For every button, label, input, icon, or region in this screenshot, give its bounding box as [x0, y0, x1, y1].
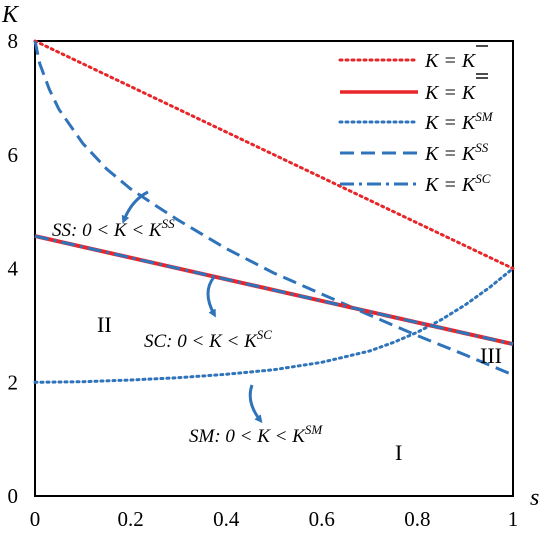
- region-label-i: I: [395, 440, 402, 465]
- series-line: [34, 234, 514, 346]
- annotation-sc: SC: 0 < K < KSC: [144, 327, 272, 352]
- series-line: [33, 267, 515, 384]
- annotation-ss: SS: 0 < K < KSS: [52, 216, 175, 241]
- sc-arrow: [206, 276, 216, 318]
- y-tick-label: 4: [8, 257, 19, 281]
- x-tick-label: 0.2: [117, 507, 143, 531]
- series-line: [33, 40, 514, 377]
- y-tick-label: 6: [8, 143, 19, 167]
- y-tick-label: 8: [8, 29, 19, 53]
- legend-label-kdbar: K = K: [424, 82, 477, 104]
- legend-label-kbar: K = K: [424, 50, 477, 72]
- region-label-iii: III: [480, 343, 502, 368]
- x-tick-label: 0.4: [213, 507, 240, 531]
- annotation-arrows: [121, 190, 263, 424]
- series-line: [33, 39, 515, 270]
- sm-arrow: [248, 384, 263, 424]
- legend-label-ksm: K = KSM: [424, 109, 494, 134]
- x-tick-label: 0.8: [404, 507, 430, 531]
- y-tick-labels: 0 2 4 6 8: [8, 29, 19, 508]
- series-layer: [33, 39, 515, 384]
- x-tick-label: 0: [30, 507, 41, 531]
- y-axis-title: K: [1, 2, 20, 28]
- legend: K = K K = K K = KSM K = KSS K = KSC: [338, 45, 494, 196]
- annotation-sm: SM: 0 < K < KSM: [189, 422, 323, 447]
- region-label-ii: II: [97, 312, 112, 337]
- x-axis-title: s: [530, 485, 539, 511]
- x-tick-labels: 0 0.2 0.4 0.6 0.8 1: [30, 507, 519, 531]
- y-tick-label: 2: [8, 370, 19, 394]
- x-tick-label: 0.6: [309, 507, 335, 531]
- legend-label-kss: K = KSS: [424, 140, 489, 165]
- x-tick-label: 1: [508, 507, 519, 531]
- y-tick-label: 0: [8, 484, 19, 508]
- legend-label-ksc: K = KSC: [424, 171, 491, 196]
- ss-arrow: [121, 190, 149, 224]
